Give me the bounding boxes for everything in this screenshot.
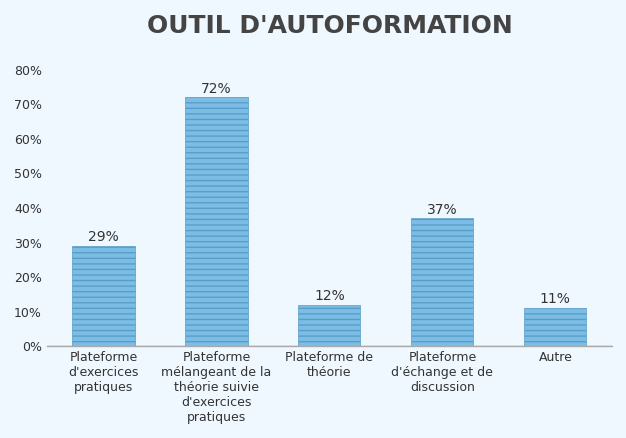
Text: 29%: 29% — [88, 230, 119, 244]
Bar — [411, 218, 473, 346]
Bar — [525, 308, 587, 346]
Text: 37%: 37% — [427, 203, 458, 216]
Bar — [299, 305, 361, 346]
Text: 72%: 72% — [201, 81, 232, 95]
Bar — [73, 246, 135, 346]
Bar — [185, 97, 247, 346]
Text: 11%: 11% — [540, 293, 571, 307]
Title: OUTIL D'AUTOFORMATION: OUTIL D'AUTOFORMATION — [146, 14, 512, 38]
Text: 12%: 12% — [314, 289, 345, 303]
